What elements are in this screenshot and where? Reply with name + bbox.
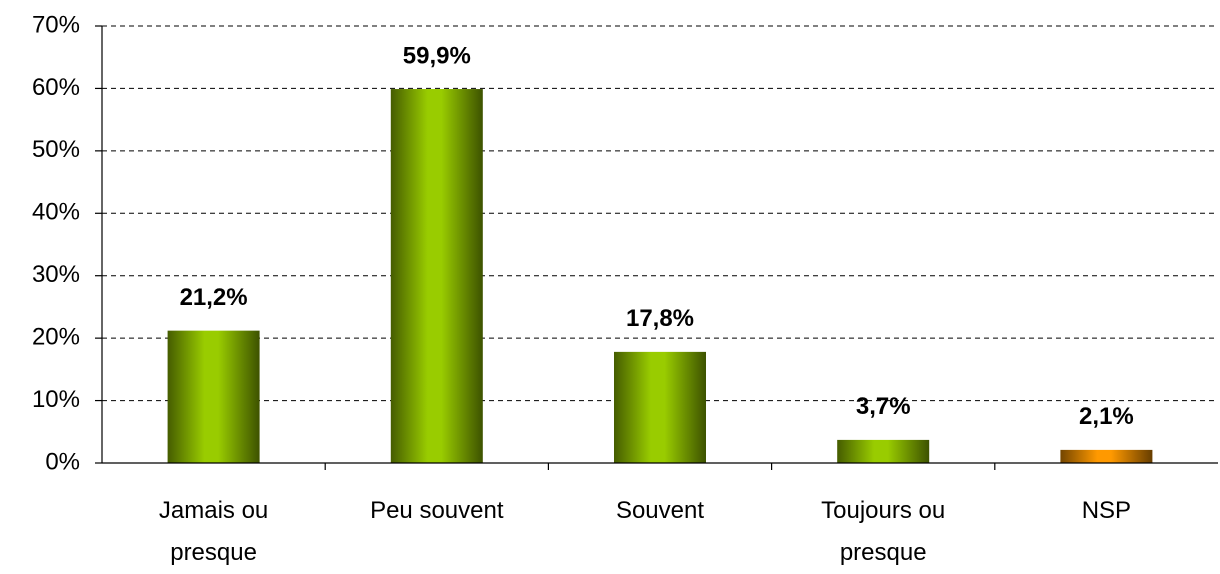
bar (837, 439, 930, 463)
x-tick-label: Souvent (615, 497, 705, 524)
data-label: 2,1% (1079, 403, 1134, 430)
y-tick-label: 0% (45, 448, 80, 475)
y-tick-label: 30% (32, 261, 80, 288)
bar (1060, 449, 1153, 463)
data-label: 59,9% (403, 42, 471, 69)
x-tick-label: Toujours ou presque (821, 497, 946, 566)
x-tick-label: Peu souvent (370, 497, 504, 524)
y-tick-label: 20% (32, 323, 80, 350)
data-label: 3,7% (856, 393, 911, 420)
y-tick-label: 70% (32, 11, 80, 38)
bar (167, 330, 260, 463)
bar (614, 351, 706, 463)
y-tick-label: 10% (32, 386, 80, 413)
y-tick-label: 50% (32, 136, 80, 163)
x-tick-label: NSP (1081, 497, 1132, 524)
data-label: 21,2% (180, 284, 248, 311)
x-tick-label: Jamais ou presque (158, 497, 269, 566)
bar (390, 89, 483, 463)
y-tick-label: 60% (32, 74, 80, 101)
data-label: 17,8% (626, 305, 694, 332)
y-tick-label: 40% (32, 199, 80, 226)
